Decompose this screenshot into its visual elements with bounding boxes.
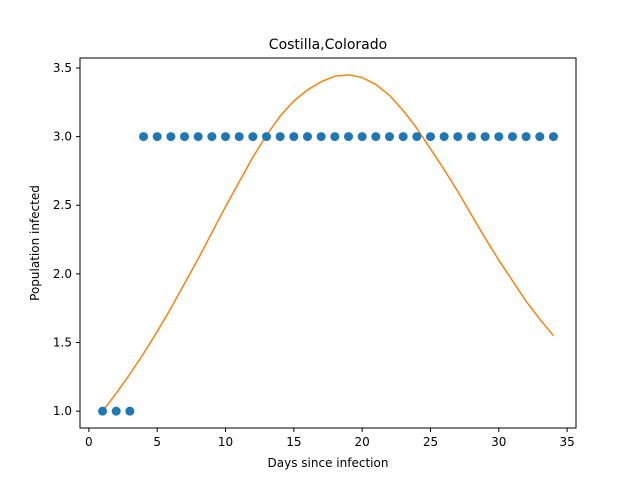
y-tick-label: 3.5 xyxy=(53,61,72,75)
data-point xyxy=(303,132,313,142)
data-point xyxy=(152,132,162,142)
data-point xyxy=(111,406,121,416)
series-layer xyxy=(98,74,558,416)
x-tick-label: 30 xyxy=(491,435,506,449)
y-tick-label: 1.0 xyxy=(53,404,72,418)
y-tick-label: 2.0 xyxy=(53,267,72,281)
data-point xyxy=(207,132,217,142)
data-point xyxy=(507,132,517,142)
x-axis-label: Days since infection xyxy=(268,456,389,470)
y-axis-label: Population infected xyxy=(28,185,42,301)
data-point xyxy=(357,132,367,142)
x-tick-label: 5 xyxy=(153,435,161,449)
y-tick-label: 2.5 xyxy=(53,198,72,212)
data-point xyxy=(262,132,272,142)
x-axis: 0 5 10 15 20 25 30 35 xyxy=(85,428,575,449)
x-tick-label: 25 xyxy=(423,435,438,449)
plot-area xyxy=(80,58,576,428)
x-tick-label: 20 xyxy=(355,435,370,449)
x-tick-label: 35 xyxy=(559,435,574,449)
data-point xyxy=(384,132,394,142)
y-tick-label: 3.0 xyxy=(53,130,72,144)
data-point xyxy=(466,132,476,142)
plot-frame xyxy=(79,57,577,429)
x-tick-label: 15 xyxy=(286,435,301,449)
data-point xyxy=(494,132,504,142)
fit-curve-line xyxy=(101,74,555,412)
y-tick-label: 1.5 xyxy=(53,336,72,350)
data-point xyxy=(425,132,435,142)
data-point xyxy=(98,406,108,416)
data-point xyxy=(343,132,353,142)
data-point xyxy=(289,132,299,142)
data-point xyxy=(166,132,176,142)
data-point xyxy=(521,132,531,142)
data-point xyxy=(221,132,231,142)
data-point xyxy=(412,132,422,142)
data-point xyxy=(316,132,326,142)
data-point xyxy=(480,132,490,142)
data-point xyxy=(439,132,449,142)
data-point xyxy=(139,132,149,142)
x-tick-label: 0 xyxy=(85,435,93,449)
data-point xyxy=(398,132,408,142)
data-point xyxy=(275,132,285,142)
data-point xyxy=(234,132,244,142)
data-point xyxy=(330,132,340,142)
data-point xyxy=(453,132,463,142)
data-point xyxy=(248,132,258,142)
y-axis: 1.0 1.5 2.0 2.5 3.0 3.5 xyxy=(53,61,80,418)
data-point xyxy=(125,406,135,416)
data-point xyxy=(535,132,545,142)
data-point xyxy=(193,132,203,142)
data-point xyxy=(371,132,381,142)
x-tick-label: 10 xyxy=(218,435,233,449)
chart-title: Costilla,Colorado xyxy=(269,37,387,53)
data-point xyxy=(180,132,190,142)
data-point xyxy=(548,132,558,142)
